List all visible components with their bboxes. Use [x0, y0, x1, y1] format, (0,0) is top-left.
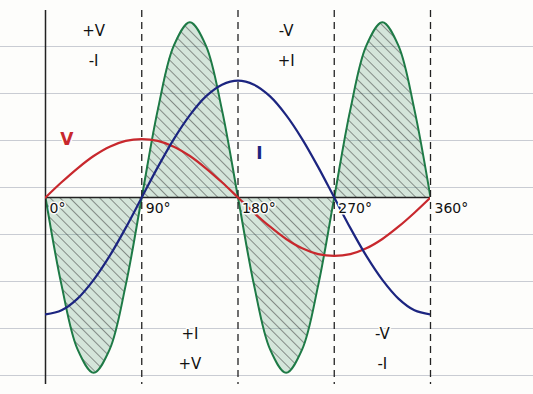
svg-text:+I: +I	[278, 52, 295, 70]
svg-text:180°: 180°	[242, 200, 276, 216]
svg-text:I: I	[256, 143, 262, 163]
svg-text:+V: +V	[178, 355, 202, 373]
svg-text:+V: +V	[82, 22, 106, 40]
svg-text:+I: +I	[181, 325, 198, 343]
svg-text:-I: -I	[89, 52, 99, 70]
svg-text:0°: 0°	[50, 200, 66, 216]
svg-text:-V: -V	[375, 325, 391, 343]
svg-text:90°: 90°	[146, 200, 171, 216]
svg-text:360°: 360°	[435, 200, 469, 216]
svg-text:-V: -V	[279, 22, 295, 40]
svg-text:-I: -I	[377, 355, 387, 373]
svg-text:270°: 270°	[338, 200, 372, 216]
svg-text:V: V	[60, 129, 74, 149]
